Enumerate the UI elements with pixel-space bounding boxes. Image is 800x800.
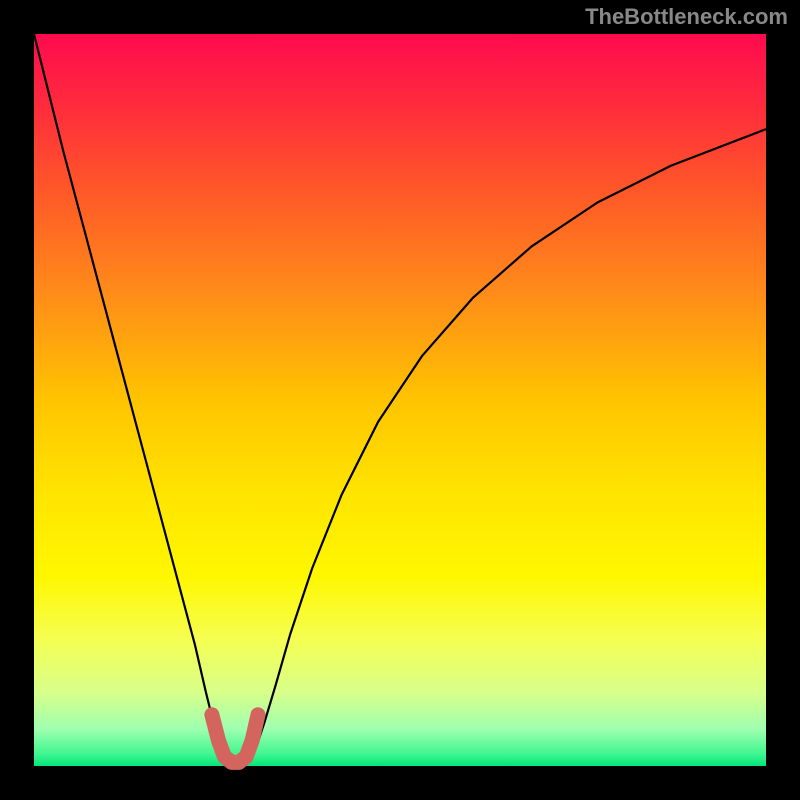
watermark-text: TheBottleneck.com: [585, 4, 788, 30]
plot-gradient-background: [34, 34, 766, 766]
stage: TheBottleneck.com: [0, 0, 800, 800]
bottleneck-chart: [0, 0, 800, 800]
